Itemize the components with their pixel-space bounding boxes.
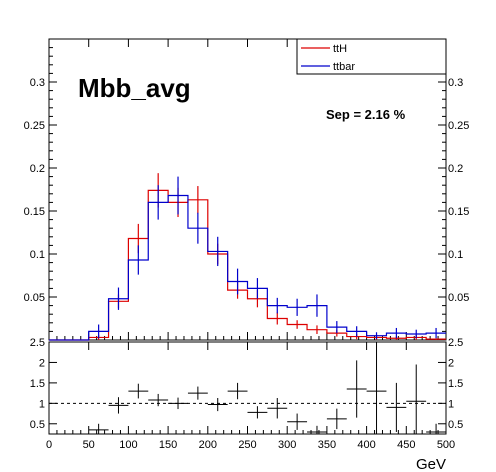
y-tick-label-right: 0.15 (448, 206, 469, 218)
x-tick-label: 250 (238, 439, 256, 451)
x-tick-label: 500 (437, 439, 455, 451)
ratio-point (227, 382, 248, 400)
ratio-plot-frame (48, 341, 447, 435)
separation-annotation: Sep = 2.16 % (326, 107, 406, 122)
ratio-point (346, 360, 367, 418)
ratio-point (426, 423, 446, 434)
ratio-point (108, 397, 129, 414)
x-tick-label: 450 (397, 439, 415, 451)
ratio-point (207, 398, 228, 412)
legend-label-ttbar: ttbar (333, 61, 355, 73)
x-tick-label: 200 (199, 439, 217, 451)
ratio-y-tick-label: 2.5 (30, 337, 45, 349)
y-tick-label: 0.15 (24, 206, 45, 218)
series-layer (49, 173, 446, 341)
ratio-x-axis: 0 50 100 150 200 250 300 350 400 450 500 (46, 342, 455, 451)
ratio-y-tick-label-right: 1.5 (448, 378, 463, 390)
x-tick-label: 100 (119, 439, 137, 451)
ratio-point (128, 383, 149, 399)
ratio-y-tick-label: 1 (39, 398, 45, 410)
ratio-y-tick-label-right: 2.5 (448, 337, 463, 349)
legend-label-tth: ttH (333, 43, 347, 55)
x-tick-label: 400 (357, 439, 375, 451)
ratio-points (88, 342, 446, 434)
y-tick-label-right: 0.2 (448, 163, 463, 175)
ratio-point (88, 423, 109, 434)
x-tick-label: 350 (318, 439, 336, 451)
ratio-point (326, 408, 347, 430)
y-tick-label-right: 0.05 (448, 292, 469, 304)
ratio-point (406, 364, 427, 434)
ratio-y-tick-label: 0.5 (30, 419, 45, 431)
y-tick-label: 0.3 (30, 77, 45, 89)
ratio-y-tick-label: 1.5 (30, 378, 45, 390)
y-tick-label: 0.1 (30, 249, 45, 261)
chart-title: Mbb_avg (78, 73, 191, 103)
ratio-point (247, 406, 268, 419)
ratio-point (168, 397, 188, 410)
y-tick-label-right: 0.3 (448, 77, 463, 89)
legend-box (296, 38, 447, 75)
ratio-point (307, 425, 327, 434)
ratio-point (148, 393, 169, 407)
y-tick-label-right: 0.1 (448, 249, 463, 261)
x-tick-label: 150 (159, 439, 177, 451)
x-tick-label: 0 (46, 439, 52, 451)
ratio-y-axis: 0.5 0.5 1 1 1.5 1.5 2 2 2.5 2.5 (30, 337, 464, 431)
ratio-point (366, 342, 387, 434)
top-y-axis: 0.05 0.05 0.1 0.1 0.15 0.15 0.2 0.2 0.25 0.25 0.3 0… (24, 47, 469, 332)
ratio-panel: 0.5 0.5 1 1 1.5 1.5 2 2 2.5 2.5 0 50 100 150 200 250 30… (30, 337, 464, 472)
ratio-y-tick-label: 2 (39, 357, 45, 369)
x-tick-label: 50 (83, 439, 95, 451)
top-panel: 0.05 0.05 0.1 0.1 0.15 0.15 0.2 0.2 0.25 0.25 0.3 0… (24, 38, 469, 341)
legend: ttH ttbar (296, 38, 447, 75)
histogram-ttbar (49, 194, 446, 341)
y-tick-label: 0.25 (24, 120, 45, 132)
ratio-y-tick-label-right: 2 (448, 357, 454, 369)
y-tick-label-right: 0.25 (448, 120, 469, 132)
x-axis-label: GeV (416, 456, 446, 472)
ratio-point (267, 398, 288, 419)
x-tick-label: 300 (278, 439, 296, 451)
y-tick-label: 0.2 (30, 163, 45, 175)
ratio-y-tick-label-right: 1 (448, 398, 454, 410)
y-tick-label: 0.05 (24, 292, 45, 304)
ratio-y-tick-label-right: 0.5 (448, 419, 463, 431)
ratio-point (187, 386, 208, 400)
ratio-point (386, 382, 407, 432)
ratio-point (287, 413, 308, 430)
